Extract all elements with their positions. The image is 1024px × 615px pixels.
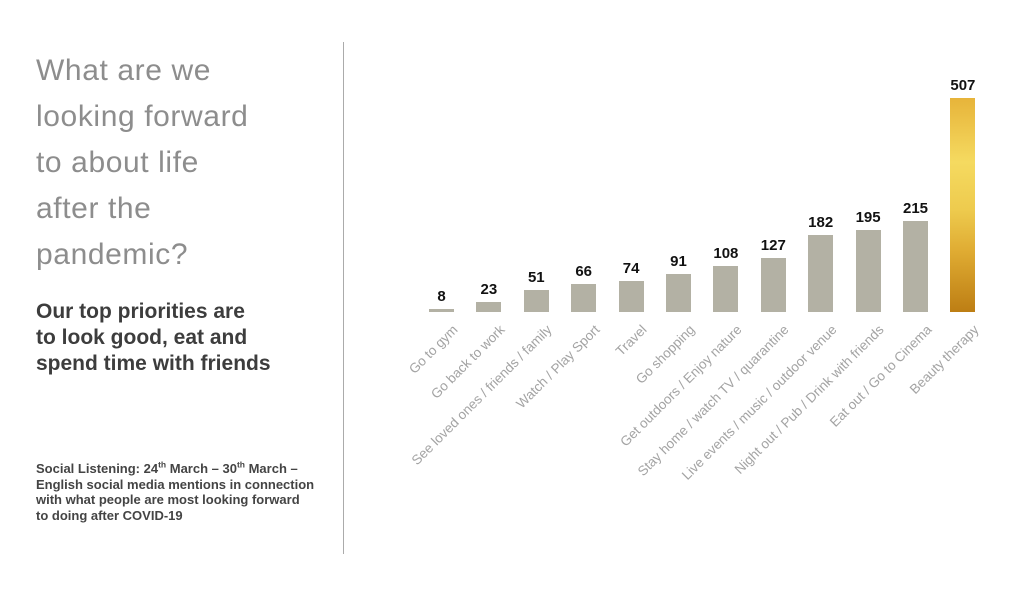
- footnote-rest: English social media mentions in connect…: [36, 476, 315, 523]
- slide-subtitle: Our top priorities are to look good, eat…: [36, 300, 271, 375]
- slide-title: What are we looking forward to about lif…: [36, 54, 249, 271]
- bar-value-label: 91: [670, 252, 687, 270]
- bar-travel: [618, 280, 644, 312]
- footnote: Social Listening: 24th March – 30th Marc…: [36, 459, 356, 523]
- bar-value-label: 108: [713, 245, 739, 263]
- bar-value-label: 74: [622, 259, 640, 277]
- footnote-text: March – 30: [166, 461, 237, 476]
- bar-go-shopping: [666, 273, 691, 312]
- bar-value-label: 23: [480, 281, 498, 299]
- bar-value-label: 195: [855, 208, 881, 226]
- footnote-text: March –: [244, 461, 298, 476]
- bar-go-back-to-work: [476, 302, 502, 312]
- bar-value-label: 182: [808, 214, 834, 232]
- bar-value-label: 507: [950, 76, 976, 94]
- bar-night-out-pub-drink-with-friends: [855, 229, 881, 312]
- bar-live-events-music-outdoor-venue: [808, 235, 834, 312]
- bar-value-label: 215: [902, 200, 929, 218]
- bar-value-label: 8: [437, 287, 446, 305]
- bar-stay-home-watch-tv-quarantine: [760, 258, 786, 312]
- bar-value-label: 127: [760, 237, 786, 255]
- footnote-line1: Social Listening: 24th March – 30th Marc…: [36, 459, 298, 476]
- footnote-text: Social Listening: 24: [36, 461, 159, 476]
- vertical-divider: [343, 42, 344, 554]
- bar-value-label: 51: [527, 269, 545, 287]
- bar-eat-out-go-to-cinema: [903, 221, 928, 312]
- bar-beauty-therapy: [950, 97, 976, 312]
- bar-chart: 8 Go to gym 23 Go back to work 51 See loved o…: [405, 76, 981, 483]
- bar-go-to-gym: [429, 308, 454, 312]
- bar-get-outdoors-enjoy-nature: [713, 266, 739, 312]
- footnote-superscript: th: [158, 459, 167, 470]
- footnote-superscript: th: [236, 459, 245, 470]
- bar-see-loved-ones-friends-family: [523, 290, 549, 312]
- bar-watch-play-sport: [571, 284, 597, 312]
- bar-value-label: 66: [575, 263, 593, 281]
